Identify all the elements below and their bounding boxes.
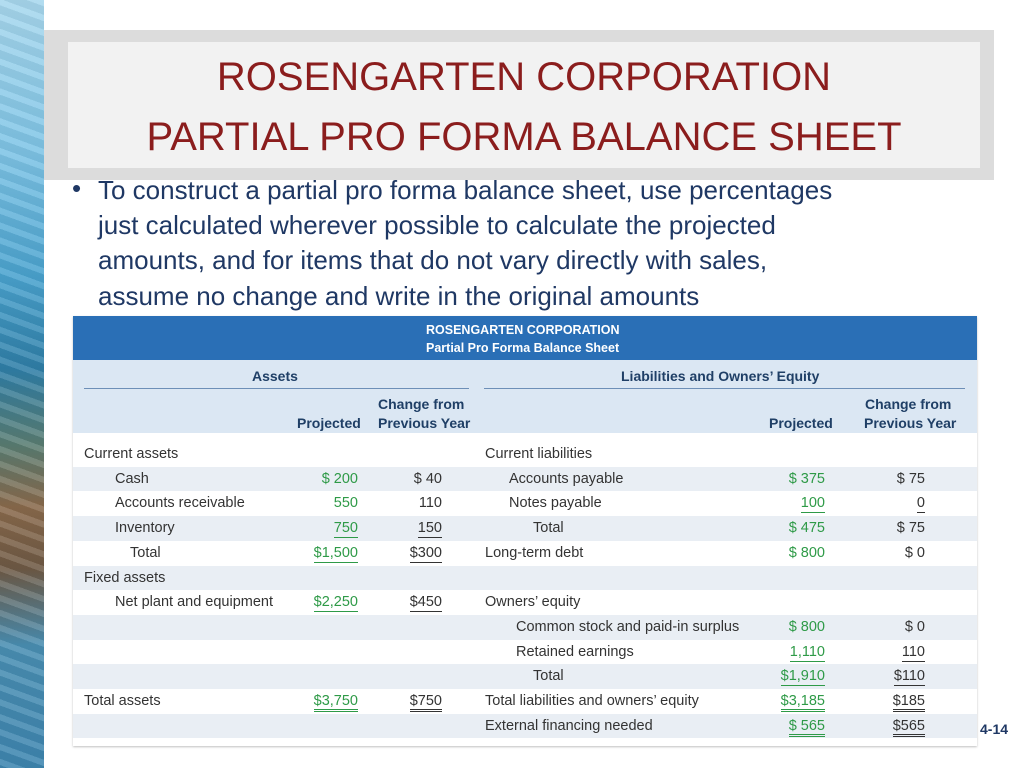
right-label: Retained earnings [516, 643, 634, 660]
right-label: Accounts payable [509, 470, 624, 487]
left-col-projected: Projected [297, 415, 361, 431]
right-label: Notes payable [509, 495, 602, 512]
balance-sheet-table: ROSENGARTEN CORPORATION Partial Pro Form… [73, 316, 977, 746]
assets-header: Assets [252, 368, 298, 384]
left-label: Total assets [84, 693, 161, 709]
left-label: Net plant and equipment [115, 594, 273, 611]
right-label: Common stock and paid-in surplus [516, 618, 740, 635]
right-label: Total liabilities and owners’ equity [485, 693, 699, 709]
right-label: External financing needed [485, 717, 653, 734]
liabilities-header-rule [484, 388, 965, 389]
right-projected: 1,110 [789, 643, 825, 662]
left-change: $750 [409, 693, 442, 712]
right-change: $ 75 [896, 520, 925, 537]
left-change: $300 [409, 544, 442, 563]
right-projected: $1,910 [780, 668, 825, 687]
bullet-text-line-4: assume no change and write in the origin… [98, 281, 700, 311]
assets-header-rule [84, 388, 469, 389]
right-projected: 100 [800, 495, 825, 514]
left-label: Current assets [84, 446, 179, 462]
background-ocean-photo [0, 0, 44, 768]
table-row: Retained earnings 1,110 110 [73, 640, 977, 665]
right-projected: $ 800 [788, 618, 825, 635]
slide-title-line-1: ROSENGARTEN CORPORATION [216, 55, 832, 99]
table-header-bar: ROSENGARTEN CORPORATION Partial Pro Form… [73, 316, 977, 360]
slide-page-number: 4-14 [980, 721, 1009, 737]
right-projected: $ 565 [788, 718, 825, 737]
left-col-change-1: Change from [378, 396, 465, 412]
right-label: Long-term debt [485, 544, 584, 561]
right-change: $185 [892, 693, 925, 712]
right-change: $ 0 [904, 618, 925, 635]
left-label: Cash [115, 470, 149, 487]
slide-title-line-2: PARTIAL PRO FORMA BALANCE SHEET [146, 115, 902, 159]
column-header-band [73, 360, 977, 433]
left-label: Accounts receivable [115, 495, 245, 512]
table-row: Total $1,910 $110 [73, 664, 977, 689]
title-box [68, 42, 980, 168]
bullet-text-line-2: just calculated wherever possible to cal… [98, 210, 776, 240]
left-projected: 550 [333, 495, 358, 512]
table-row: Cash $ 200 $ 40 Accounts payable $ 375 $… [73, 466, 977, 492]
table-row: Fixed assets [73, 565, 977, 591]
table-row: Total assets $3,750 $750 Total liabiliti… [73, 689, 977, 714]
table-row: External financing needed $ 565 $565 [73, 713, 977, 739]
bullet-marker: • [72, 173, 82, 203]
table-row: Total $1,500 $300 Long-term debt $ 800 $… [73, 541, 977, 566]
left-label: Inventory [115, 520, 175, 537]
left-change: $ 40 [413, 470, 442, 487]
left-projected: $ 200 [321, 470, 358, 487]
bullet-text-line-1: To construct a partial pro forma balance… [98, 175, 833, 205]
right-projected: $ 375 [788, 470, 825, 487]
right-col-change-2: Previous Year [864, 415, 957, 431]
right-col-projected: Projected [769, 415, 833, 431]
left-projected: $3,750 [313, 693, 358, 712]
table-row: Inventory 750 150 Total $ 475 $ 75 [73, 516, 977, 541]
right-label: Current liabilities [485, 446, 593, 462]
table-company-name: ROSENGARTEN CORPORATION [426, 323, 620, 337]
table-row: Current assets Current liabilities [73, 442, 977, 467]
left-change: 110 [418, 495, 442, 512]
right-change: $ 0 [904, 544, 925, 561]
left-projected: $1,500 [313, 544, 358, 563]
right-label: Total [533, 668, 564, 685]
liabilities-header: Liabilities and Owners’ Equity [621, 368, 820, 384]
right-projected: $ 800 [788, 544, 825, 561]
right-change: 110 [901, 643, 925, 662]
right-projected: $ 475 [788, 520, 825, 537]
right-change: $ 75 [896, 470, 925, 487]
left-label: Fixed assets [84, 569, 166, 586]
table-row: Net plant and equipment $2,250 $450 Owne… [73, 590, 977, 615]
right-label: Total [533, 520, 564, 537]
right-change: 0 [916, 495, 925, 514]
left-change: 150 [417, 520, 442, 539]
left-projected: $2,250 [313, 594, 358, 613]
left-change: $450 [409, 594, 442, 613]
bullet-text-line-3: amounts, and for items that do not vary … [98, 245, 768, 275]
table-row: Common stock and paid-in surplus $ 800 $… [73, 614, 977, 640]
left-projected: 750 [333, 520, 358, 539]
right-change: $565 [892, 718, 925, 737]
table-subtitle: Partial Pro Forma Balance Sheet [426, 341, 620, 355]
left-col-change-2: Previous Year [378, 415, 471, 431]
right-projected: $3,185 [780, 693, 825, 712]
right-change: $110 [893, 668, 925, 687]
left-label: Total [130, 544, 161, 561]
right-col-change-1: Change from [865, 396, 952, 412]
table-row: Accounts receivable 550 110 Notes payabl… [73, 491, 977, 516]
right-label: Owners’ equity [485, 594, 581, 611]
